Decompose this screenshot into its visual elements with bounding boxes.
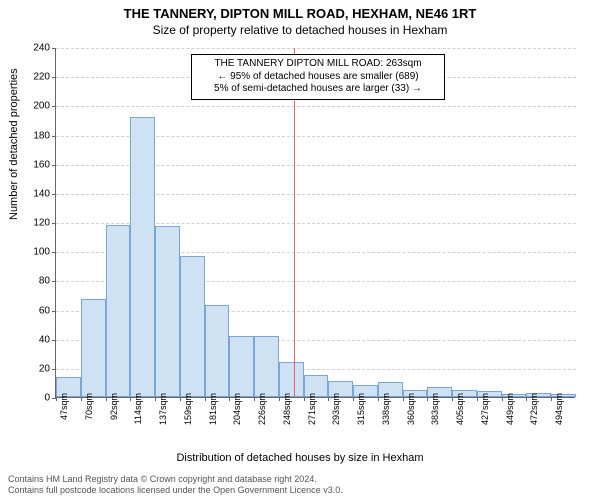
x-tick-label: 338sqm: [381, 393, 391, 425]
footer-attribution: Contains HM Land Registry data © Crown c…: [8, 474, 343, 497]
plot-region: 02040608010012014016018020022024047sqm70…: [55, 48, 575, 398]
x-tick-mark: [56, 397, 57, 401]
marker-line: [294, 48, 295, 397]
y-tick-label: 140: [20, 188, 50, 199]
x-tick-label: 114sqm: [133, 393, 143, 424]
x-tick-label: 360sqm: [406, 393, 416, 425]
footer-line-2: Contains full postcode locations license…: [8, 485, 343, 496]
x-tick-mark: [180, 397, 181, 401]
x-tick-mark: [526, 397, 527, 401]
histogram-bar: [254, 336, 279, 397]
chart-title-sub: Size of property relative to detached ho…: [0, 21, 600, 37]
x-tick-mark: [452, 397, 453, 401]
chart-title-main: THE TANNERY, DIPTON MILL ROAD, HEXHAM, N…: [0, 0, 600, 21]
x-tick-mark: [502, 397, 503, 401]
x-tick-label: 449sqm: [505, 393, 515, 425]
x-tick-mark: [378, 397, 379, 401]
y-tick-label: 40: [20, 334, 50, 345]
y-tick-mark: [52, 106, 56, 107]
y-axis-label: Number of detached properties: [8, 68, 20, 220]
x-tick-label: 137sqm: [158, 393, 168, 425]
annotation-line: ← 95% of detached houses are smaller (68…: [198, 71, 438, 84]
histogram-bar: [180, 256, 205, 397]
annotation-line: 5% of semi-detached houses are larger (3…: [198, 83, 438, 96]
x-tick-mark: [279, 397, 280, 401]
x-tick-label: 159sqm: [183, 393, 193, 425]
y-tick-label: 180: [20, 130, 50, 141]
x-tick-label: 226sqm: [257, 393, 267, 425]
x-tick-mark: [205, 397, 206, 401]
y-tick-label: 160: [20, 159, 50, 170]
x-tick-label: 181sqm: [208, 393, 218, 425]
x-tick-label: 70sqm: [84, 393, 94, 420]
y-tick-label: 80: [20, 276, 50, 287]
histogram-bar: [155, 226, 180, 397]
x-tick-mark: [477, 397, 478, 401]
x-tick-label: 248sqm: [282, 393, 292, 425]
chart-area: 02040608010012014016018020022024047sqm70…: [55, 48, 575, 398]
histogram-bar: [205, 305, 230, 397]
y-tick-label: 100: [20, 247, 50, 258]
annotation-line: THE TANNERY DIPTON MILL ROAD: 263sqm: [198, 58, 438, 71]
x-tick-label: 472sqm: [529, 393, 539, 425]
histogram-bar: [229, 336, 254, 397]
x-tick-mark: [254, 397, 255, 401]
y-tick-label: 220: [20, 72, 50, 83]
x-tick-label: 47sqm: [59, 393, 69, 420]
x-tick-label: 315sqm: [356, 393, 366, 425]
x-tick-mark: [328, 397, 329, 401]
x-tick-mark: [106, 397, 107, 401]
y-tick-mark: [52, 136, 56, 137]
y-tick-label: 20: [20, 363, 50, 374]
x-tick-label: 494sqm: [554, 393, 564, 425]
x-tick-mark: [155, 397, 156, 401]
histogram-bar: [81, 299, 106, 397]
y-tick-mark: [52, 252, 56, 253]
x-tick-mark: [551, 397, 552, 401]
footer-line-1: Contains HM Land Registry data © Crown c…: [8, 474, 343, 485]
histogram-bar: [106, 225, 131, 397]
annotation-box: THE TANNERY DIPTON MILL ROAD: 263sqm← 95…: [191, 54, 445, 100]
y-gridline: [56, 48, 576, 49]
histogram-bar: [130, 117, 155, 397]
y-tick-mark: [52, 194, 56, 195]
x-axis-label: Distribution of detached houses by size …: [0, 452, 600, 464]
x-tick-label: 293sqm: [331, 393, 341, 425]
x-tick-mark: [403, 397, 404, 401]
x-tick-label: 405sqm: [455, 393, 465, 425]
y-tick-mark: [52, 48, 56, 49]
y-tick-label: 120: [20, 218, 50, 229]
x-tick-label: 271sqm: [307, 393, 317, 425]
x-tick-mark: [81, 397, 82, 401]
x-tick-mark: [427, 397, 428, 401]
x-tick-label: 383sqm: [430, 393, 440, 425]
y-tick-label: 200: [20, 101, 50, 112]
y-tick-mark: [52, 340, 56, 341]
x-tick-mark: [304, 397, 305, 401]
y-tick-mark: [52, 77, 56, 78]
x-tick-label: 204sqm: [232, 393, 242, 425]
y-tick-mark: [52, 281, 56, 282]
x-tick-mark: [353, 397, 354, 401]
x-tick-mark: [130, 397, 131, 401]
x-tick-mark: [229, 397, 230, 401]
histogram-bar: [279, 362, 304, 397]
chart-container: THE TANNERY, DIPTON MILL ROAD, HEXHAM, N…: [0, 0, 600, 500]
y-gridline: [56, 106, 576, 107]
x-tick-label: 427sqm: [480, 393, 490, 425]
y-tick-label: 0: [20, 393, 50, 404]
y-tick-mark: [52, 311, 56, 312]
y-tick-label: 240: [20, 43, 50, 54]
y-tick-mark: [52, 223, 56, 224]
y-tick-label: 60: [20, 305, 50, 316]
y-tick-mark: [52, 165, 56, 166]
y-tick-mark: [52, 369, 56, 370]
x-tick-label: 92sqm: [109, 393, 119, 420]
